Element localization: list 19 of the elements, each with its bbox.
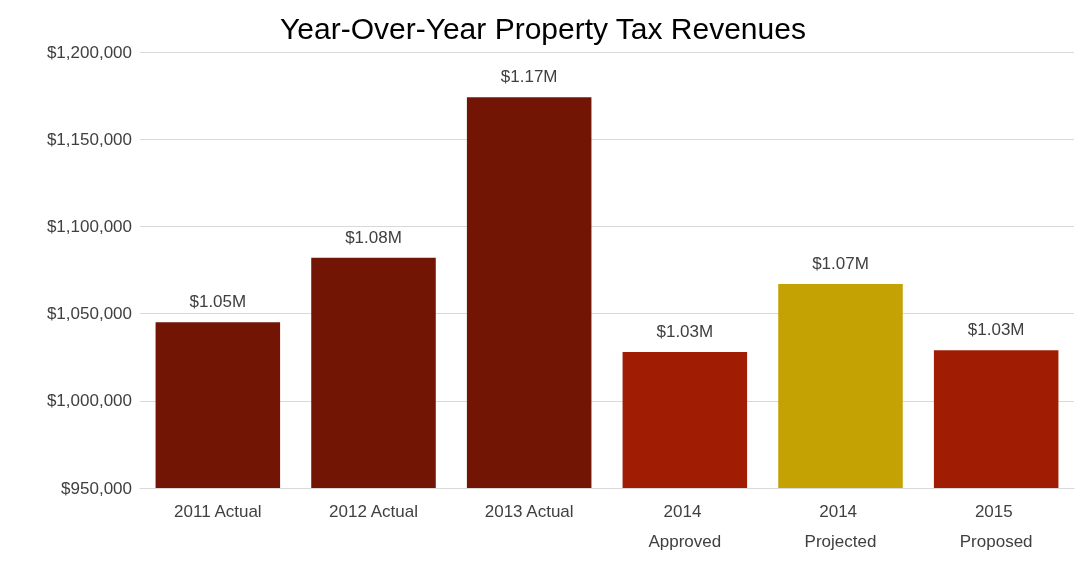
- data-label: $1.07M: [812, 253, 869, 273]
- y-tick-label: $1,100,000: [46, 216, 132, 236]
- data-label: $1.08M: [345, 227, 402, 247]
- data-label: $1.17M: [500, 67, 558, 87]
- y-tick-label: $1,150,000: [46, 129, 132, 149]
- data-label: $1.03M: [967, 320, 1025, 340]
- x-tick-label: 2014 Approved: [648, 501, 722, 551]
- x-tick-label: 2012 Actual: [329, 501, 418, 521]
- x-tick-label: 2013 Actual: [484, 501, 574, 521]
- data-label: $1.03M: [656, 321, 714, 341]
- y-tick-label: $1,050,000: [46, 304, 132, 324]
- y-tick-label: $950,000: [61, 478, 132, 498]
- chart-title: Year-Over-Year Property Tax Revenues: [280, 11, 806, 45]
- x-tick-label: 2014 Projected: [804, 501, 877, 551]
- data-label: $1.05M: [189, 292, 247, 312]
- x-tick-label: 2015 Proposed: [959, 501, 1033, 551]
- y-tick-label: $1,200,000: [46, 42, 132, 62]
- y-tick-label: $1,000,000: [46, 391, 132, 411]
- x-tick-label: 2011 Actual: [174, 501, 262, 521]
